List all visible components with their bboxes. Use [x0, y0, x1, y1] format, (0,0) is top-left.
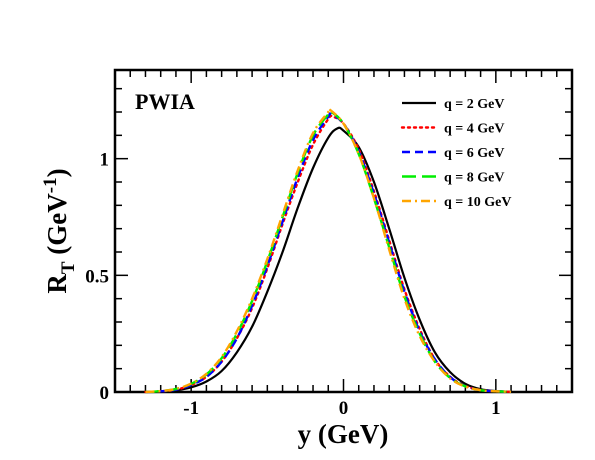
x-tick-label: 1: [491, 398, 501, 419]
y-tick-label: 0: [100, 383, 110, 404]
legend-label: q = 8 GeV: [444, 171, 504, 186]
series-line-3: [145, 112, 512, 394]
x-tick-label: 0: [339, 398, 349, 419]
plot-frame: [113, 68, 574, 394]
y-axis-title-unit: (GeV: [42, 193, 72, 262]
legend-label: q = 10 GeV: [444, 195, 511, 210]
ticks: [114, 70, 573, 393]
y-tick-label: 1: [100, 150, 110, 171]
series-line-1: [145, 126, 512, 394]
y-axis-title-close: ): [42, 168, 72, 177]
legend-label: q = 6 GeV: [444, 146, 504, 161]
series-line-4: [145, 109, 512, 394]
legend-label: q = 4 GeV: [444, 122, 504, 137]
tick-labels: -1 0 1 0 0.5 1: [85, 150, 500, 419]
legend-label: q = 2 GeV: [444, 97, 504, 112]
x-tick-label: -1: [183, 398, 199, 419]
y-axis-title-sub: T: [58, 261, 79, 274]
y-axis-title: RT (GeV-1): [40, 168, 79, 293]
legend: q = 2 GeV q = 4 GeV q = 6 GeV q = 8 GeV q = …: [400, 97, 511, 210]
x-axis-title: y (GeV): [298, 419, 389, 449]
y-axis-title-exp: -1: [40, 177, 61, 193]
series-lines: [144, 107, 513, 394]
pwia-annotation: PWIA: [135, 89, 195, 114]
y-axis-title-main: R: [42, 274, 72, 294]
y-tick-label: 0.5: [85, 266, 109, 287]
